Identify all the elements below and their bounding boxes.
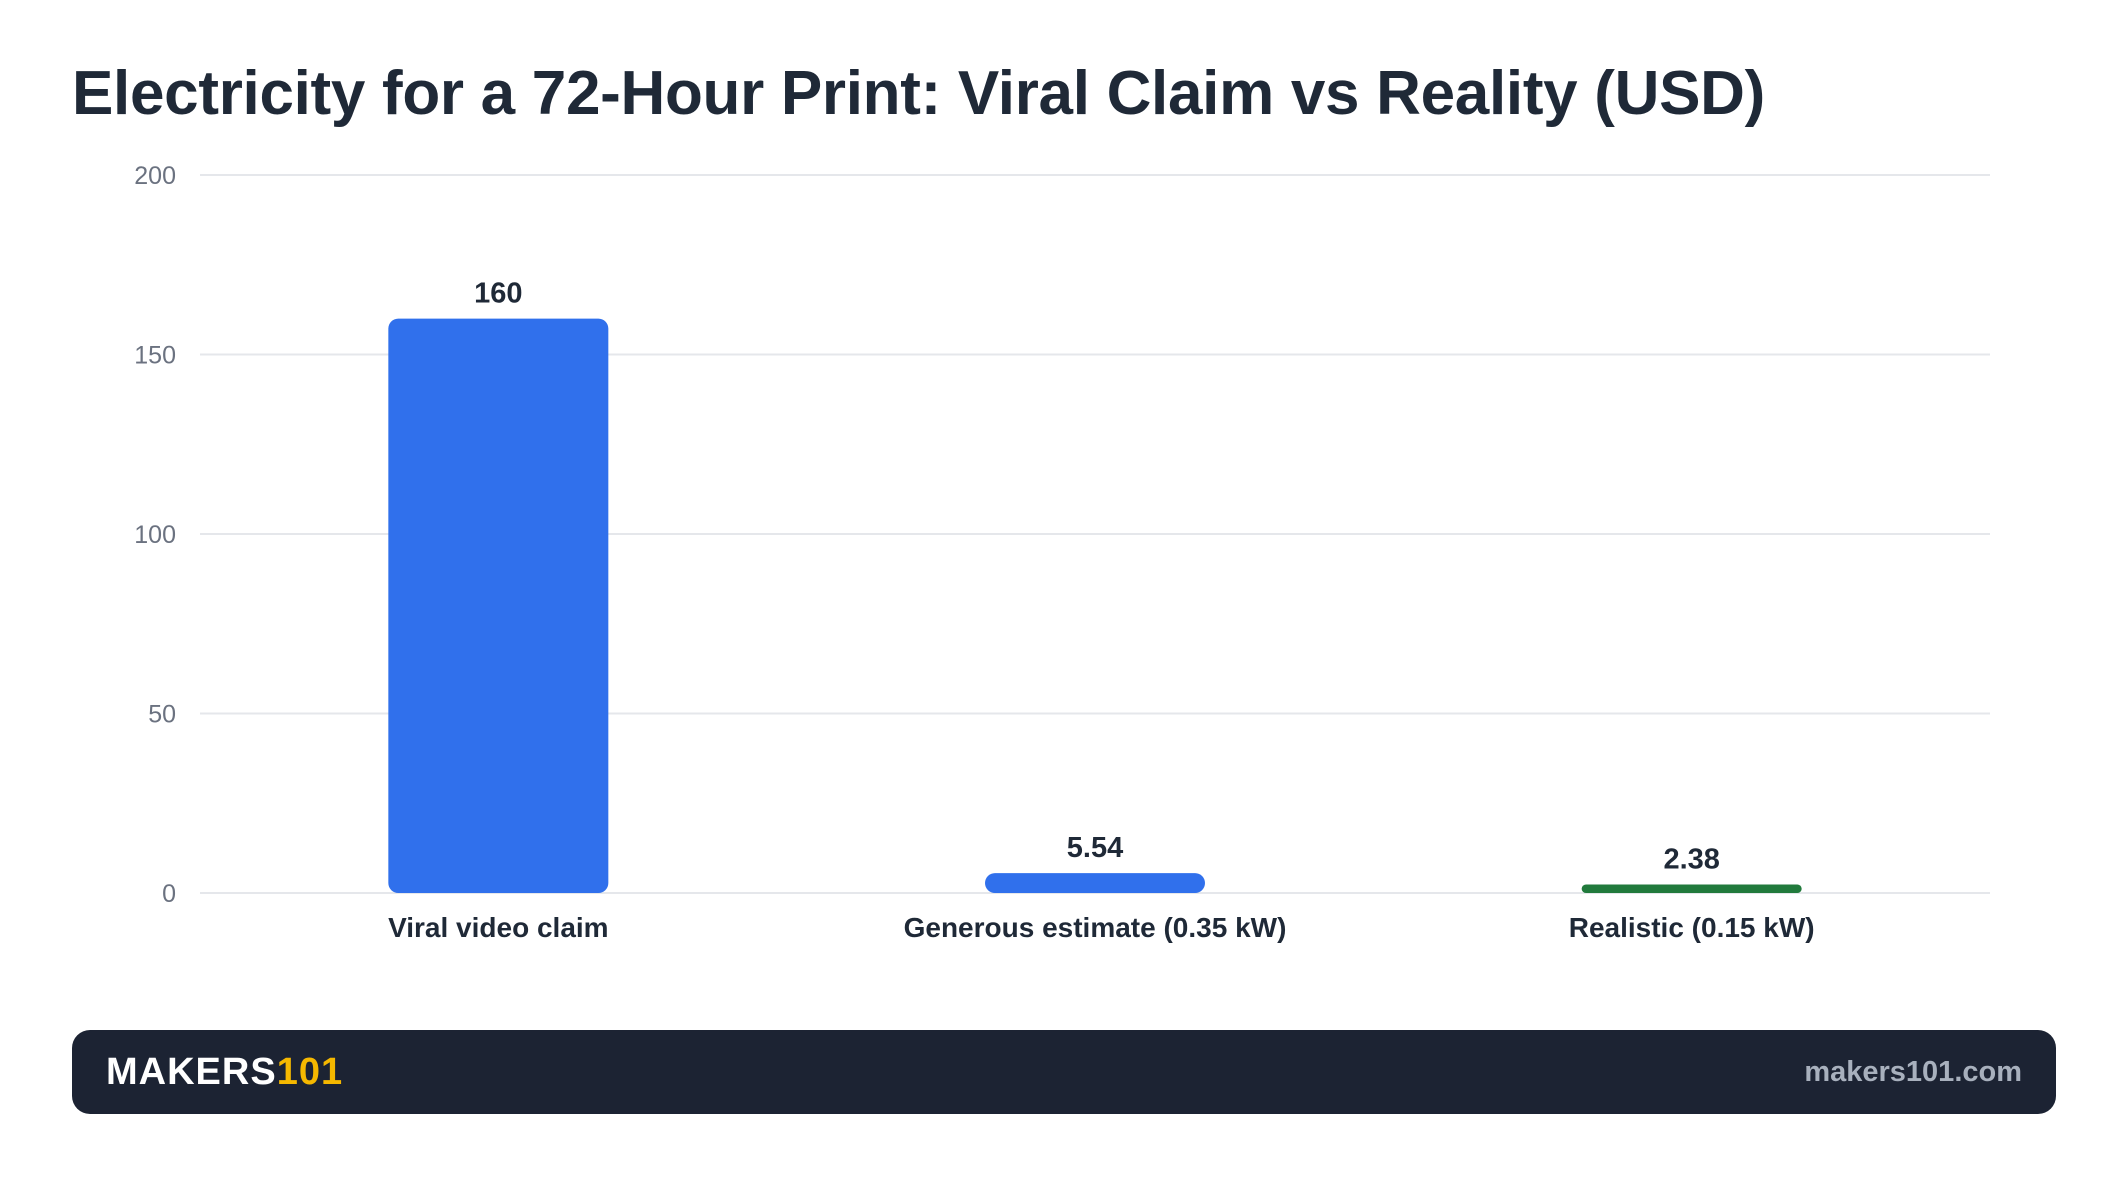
bar-3[interactable] — [1581, 884, 1802, 893]
value-label-2: 5.54 — [1067, 832, 1123, 864]
value-label-1: 160 — [474, 278, 522, 310]
bar-2[interactable] — [985, 873, 1205, 893]
y-axis-ticks: 0 50 100 150 200 — [134, 162, 176, 908]
y-tick-label: 50 — [148, 701, 176, 729]
bars — [388, 318, 1802, 894]
y-tick-label: 0 — [162, 880, 176, 908]
y-tick-label: 100 — [134, 521, 176, 549]
value-labels: 160 5.54 2.38 — [474, 278, 1720, 876]
y-tick-label: 200 — [134, 162, 176, 190]
brand-number: 101 — [276, 1050, 344, 1093]
category-labels: Viral video claim Generous estimate (0.35… — [388, 912, 1815, 943]
brand-logo: MAKERS101 — [106, 1051, 343, 1094]
site-url[interactable]: makers101.com — [1804, 1055, 2022, 1088]
brand-name: MAKERS — [106, 1050, 277, 1093]
footer-bar: MAKERS101 makers101.com — [72, 1030, 2056, 1114]
value-label-3: 2.38 — [1663, 843, 1719, 875]
category-label-3: Realistic (0.15 kW) — [1569, 912, 1815, 943]
y-tick-label: 150 — [134, 342, 176, 370]
category-label-2: Generous estimate (0.35 kW) — [904, 912, 1287, 943]
bar-1[interactable] — [388, 318, 609, 894]
bar-chart: 0 50 100 150 200 160 5.54 2.38 Viral video cla… — [134, 162, 1990, 943]
chart-title: Electricity for a 72-Hour Print: Viral C… — [72, 59, 1765, 128]
category-label-1: Viral video claim — [388, 912, 609, 943]
